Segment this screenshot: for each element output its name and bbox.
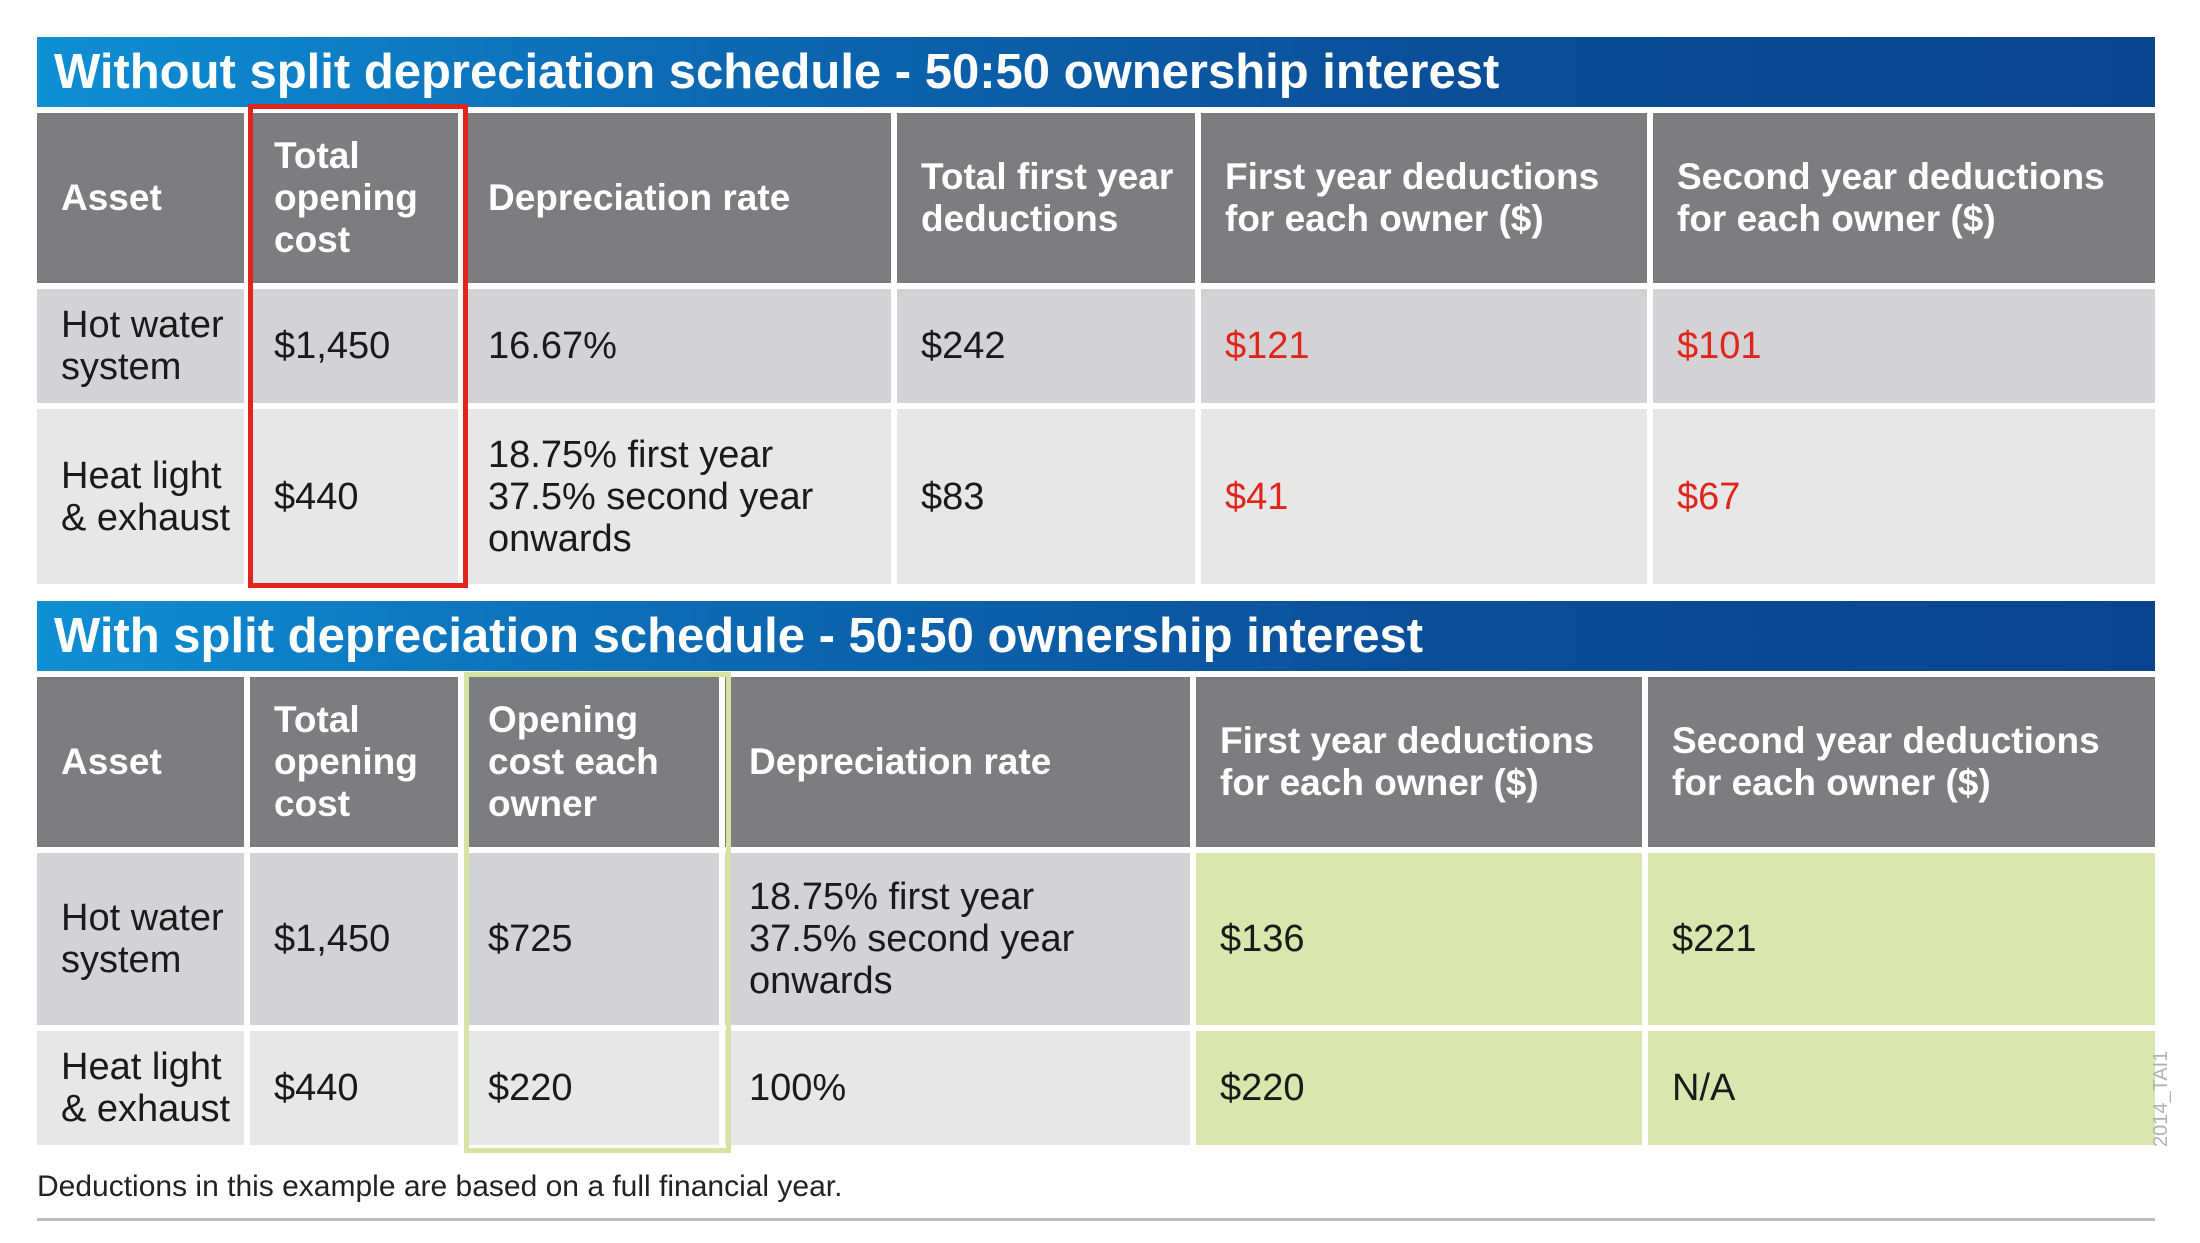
table2-row1-opening-cost-each-owner: $725: [464, 853, 719, 1025]
table1-row1-total-opening-cost: $1,450: [250, 289, 458, 403]
table2-row1-total-opening-cost: $1,450: [250, 853, 458, 1025]
table1-row2-total-opening-cost: $440: [250, 409, 458, 584]
table2-header-first-year-each-owner: First year deductions for each owner ($): [1196, 677, 1642, 847]
table2-header-asset: Asset: [37, 677, 244, 847]
table1-row2-total-first-year: $83: [897, 409, 1195, 584]
table1-row1-total-first-year: $242: [897, 289, 1195, 403]
table2: Asset Total opening cost Opening cost ea…: [37, 677, 2155, 1145]
table1-title: Without split depreciation schedule - 50…: [37, 37, 2155, 107]
table2-header-second-year-each-owner: Second year deductions for each owner ($…: [1648, 677, 2155, 847]
table1-row2-second-year-each-owner: $67: [1653, 409, 2155, 584]
footnote: Deductions in this example are based on …: [37, 1170, 843, 1203]
table1-header-asset: Asset: [37, 113, 244, 283]
table1-header-depreciation-rate: Depreciation rate: [464, 113, 891, 283]
table2-row2-asset: Heat light & exhaust: [37, 1031, 244, 1145]
table1-header-total-opening-cost: Total opening cost: [250, 113, 458, 283]
table1-row2-first-year-each-owner: $41: [1201, 409, 1647, 584]
table2-row2-opening-cost-each-owner: $220: [464, 1031, 719, 1145]
table1-header-first-year-each-owner: First year deductions for each owner ($): [1201, 113, 1647, 283]
table1-row1-first-year-each-owner: $121: [1201, 289, 1647, 403]
table2-row2-depreciation-rate: 100%: [725, 1031, 1190, 1145]
table2-row1-second-year-each-owner: $221: [1648, 853, 2155, 1025]
table2-row1-first-year-each-owner: $136: [1196, 853, 1642, 1025]
table2-header-total-opening-cost: Total opening cost: [250, 677, 458, 847]
table1-row2-asset: Heat light & exhaust: [37, 409, 244, 584]
table2-row2-second-year-each-owner: N/A: [1648, 1031, 2155, 1145]
table2-header-depreciation-rate: Depreciation rate: [725, 677, 1190, 847]
table2-header-opening-cost-each-owner: Opening cost each owner: [464, 677, 719, 847]
table1-header-total-first-year: Total first year deductions: [897, 113, 1195, 283]
table1-row1-second-year-each-owner: $101: [1653, 289, 2155, 403]
table2-row2-first-year-each-owner: $220: [1196, 1031, 1642, 1145]
table2-title: With split depreciation schedule - 50:50…: [37, 601, 2155, 671]
table1-row1-depreciation-rate: 16.67%: [464, 289, 891, 403]
table2-row1-asset: Hot water system: [37, 853, 244, 1025]
table1-header-second-year-each-owner: Second year deductions for each owner ($…: [1653, 113, 2155, 283]
table1-row1-asset: Hot water system: [37, 289, 244, 403]
table2-row1-depreciation-rate: 18.75% first year 37.5% second year onwa…: [725, 853, 1190, 1025]
table1: Asset Total opening cost Depreciation ra…: [37, 113, 2155, 584]
table1-row2-depreciation-rate: 18.75% first year 37.5% second year onwa…: [464, 409, 891, 584]
document-code: 2014_TAI1: [2150, 1050, 2172, 1147]
bottom-divider: [37, 1218, 2155, 1221]
table2-row2-total-opening-cost: $440: [250, 1031, 458, 1145]
